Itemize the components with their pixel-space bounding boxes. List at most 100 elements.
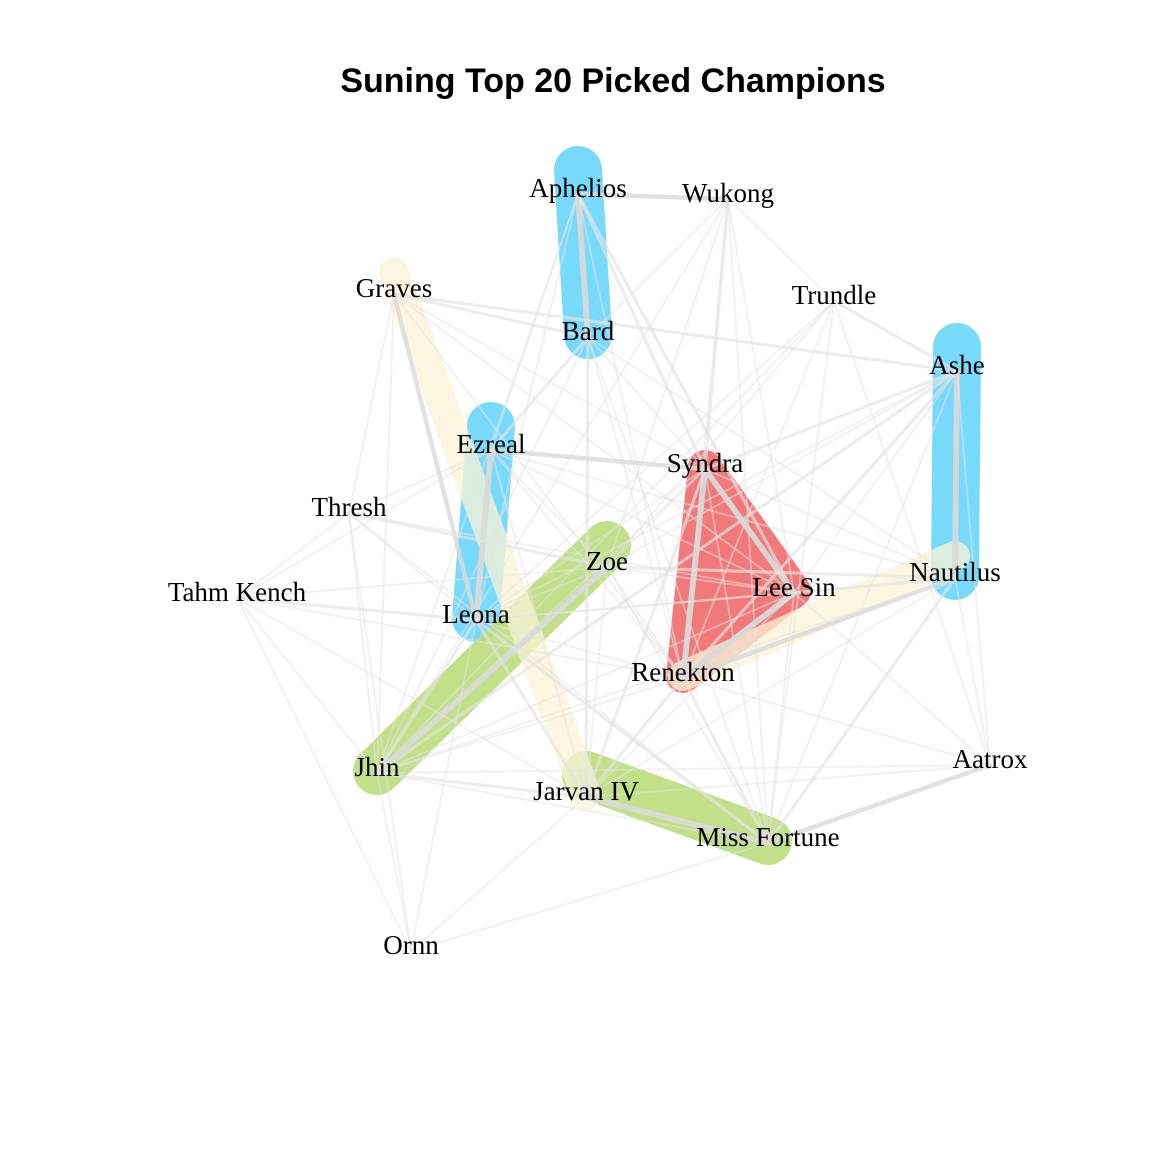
edge-graves-jhin <box>376 293 395 774</box>
edge-trundle-renekton <box>682 300 835 679</box>
edge-wukong-lee_sin <box>727 198 795 594</box>
edge-thresh-lee_sin <box>348 512 795 594</box>
node-tahm-kench: Tahm Kench <box>168 577 307 607</box>
edge-ezreal-nautilus <box>490 449 956 579</box>
edge-ashe-renekton <box>681 369 959 680</box>
edge-zoe-renekton <box>606 566 684 679</box>
edge-wukong-jhin <box>376 198 729 774</box>
edge-trundle-jhin <box>376 300 835 774</box>
edge-thresh-jhin <box>348 512 378 774</box>
edge-wukong-zoe <box>606 198 729 568</box>
group-cream-graves-jarvan <box>379 257 601 810</box>
node-aatrox: Aatrox <box>953 744 1028 774</box>
edge-graves-leona <box>391 291 479 623</box>
edge-lee_sin-leona <box>475 592 795 621</box>
edge-syndra-leona <box>475 468 706 621</box>
edge-aphelios-jhin <box>376 193 579 774</box>
edge-zoe-miss_fortune <box>606 566 769 844</box>
edge-leona-jhin <box>375 618 478 775</box>
edge-wukong-bard <box>587 198 729 338</box>
edge-syndra-renekton <box>680 466 708 681</box>
edge-zoe-jhin <box>374 564 610 776</box>
node-nautilus: Nautilus <box>909 557 1001 587</box>
node-ezreal: Ezreal <box>457 429 526 459</box>
node-miss-fortune: Miss Fortune <box>696 822 839 852</box>
edge-nautilus-miss_fortune <box>766 576 957 845</box>
edge-trundle-leona <box>475 300 835 621</box>
edge-zoe-leona <box>475 566 608 621</box>
edge-ashe-lee_sin <box>793 370 958 594</box>
node-wukong: Wukong <box>682 178 774 208</box>
edge-jarvan_iv-ornn <box>410 796 587 952</box>
edge-leona-renekton <box>475 619 684 679</box>
edge-tahm_kench-leona <box>235 596 478 622</box>
edge-syndra-nautilus <box>704 468 956 579</box>
edge-jarvan_iv-miss_fortune <box>583 794 771 846</box>
edge-zoe-lee_sin <box>606 566 795 594</box>
node-thresh: Thresh <box>312 492 387 522</box>
edge-tahm_kench-jarvan_iv <box>236 597 587 798</box>
node-ornn: Ornn <box>383 930 439 960</box>
edge-thresh-zoe <box>347 511 609 569</box>
edge-ezreal-thresh <box>348 449 492 514</box>
edge-graves-ashe <box>392 292 959 373</box>
edge-graves-thresh <box>348 293 395 514</box>
edge-lee_sin-aatrox <box>793 592 991 766</box>
node-labels: Aphelios Wukong Graves Trundle Bard Ashe Ezrea… <box>168 173 1028 960</box>
node-ashe: Ashe <box>929 350 985 380</box>
edge-aatrox-jarvan_iv <box>585 764 991 798</box>
edge-aphelios-lee_sin <box>576 192 796 595</box>
node-leona: Leona <box>442 599 509 629</box>
co-pick-edges <box>235 191 993 952</box>
edge-bard-renekton <box>587 336 684 679</box>
edge-nautilus-renekton <box>680 575 958 681</box>
edge-trundle-aatrox <box>833 300 991 766</box>
edge-tahm_kench-zoe <box>236 566 608 599</box>
edge-ezreal-syndra <box>488 447 708 472</box>
edge-bard-jarvan_iv <box>584 335 590 799</box>
node-jhin: Jhin <box>354 752 400 782</box>
edge-wukong-trundle <box>727 198 835 302</box>
edge-bard-miss_fortune <box>587 336 769 844</box>
edge-lee_sin-renekton <box>680 590 797 681</box>
edge-leona-miss_fortune <box>474 618 770 845</box>
node-syndra: Syndra <box>667 448 744 478</box>
edge-tahm_kench-renekton <box>236 597 684 679</box>
edge-aatrox-miss_fortune <box>765 762 993 846</box>
edge-lee_sin-miss_fortune <box>767 592 795 844</box>
edge-aphelios-syndra <box>576 192 707 471</box>
edge-jhin-aatrox <box>376 764 991 774</box>
node-jarvan-iv: Jarvan IV <box>533 776 639 806</box>
edge-renekton-jhin <box>376 677 684 774</box>
node-zoe: Zoe <box>586 546 628 576</box>
edge-ashe-nautilus <box>952 368 960 581</box>
edge-ashe-leona <box>475 370 958 621</box>
node-graves: Graves <box>356 273 432 303</box>
edge-trundle-ashe <box>832 299 959 373</box>
edge-renekton-jarvan_iv <box>584 676 685 799</box>
edge-zoe-nautilus <box>605 565 957 580</box>
edge-ezreal-leona <box>473 447 494 623</box>
edge-ezreal-lee_sin <box>490 449 795 594</box>
group-green-jarvan-missfortune <box>562 751 792 865</box>
edge-aatrox-ashe <box>956 370 991 766</box>
node-lee-sin: Lee Sin <box>752 572 836 602</box>
edge-aphelios-bard <box>575 191 591 340</box>
edge-ashe-miss_fortune <box>767 370 958 844</box>
edge-bard-ezreal <box>489 335 590 452</box>
node-renekton: Renekton <box>631 657 735 687</box>
edge-tahm_kench-ornn <box>236 597 412 952</box>
edge-leona-jarvan_iv <box>474 618 588 799</box>
node-bard: Bard <box>562 316 615 346</box>
edge-nautilus-aatrox <box>954 577 991 766</box>
edge-graves-bard <box>392 292 590 339</box>
edge-lee_sin-jhin <box>376 592 795 774</box>
edge-aphelios-renekton <box>577 193 684 679</box>
edge-renekton-miss_fortune <box>681 676 770 845</box>
edge-thresh-ornn <box>348 512 412 952</box>
edge-ashe-zoe <box>606 370 958 568</box>
edge-zoe-jarvan_iv <box>585 566 608 798</box>
edge-miss_fortune-ornn <box>410 842 769 952</box>
